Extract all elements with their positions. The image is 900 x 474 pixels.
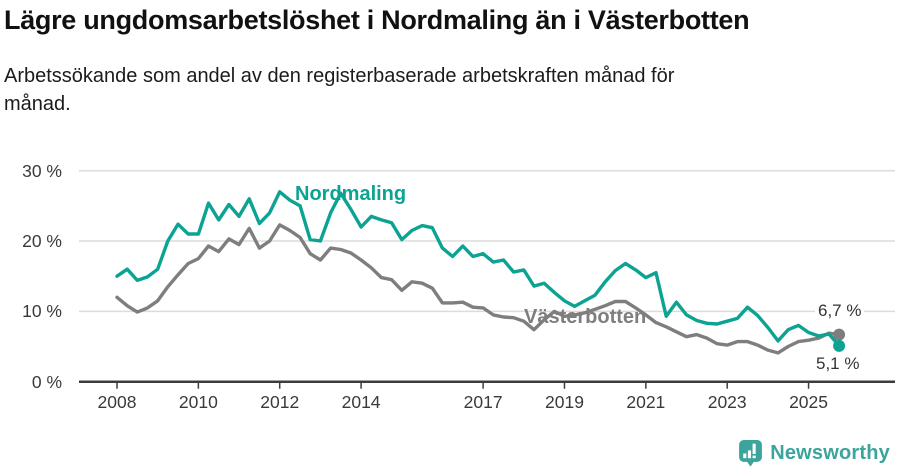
x-tick-label: 2019: [545, 392, 584, 412]
x-tick-label: 2025: [789, 392, 829, 412]
end-value-label-nordmaling: 5,1 %: [813, 354, 863, 374]
end-value-label-vasterbotten: 6,7 %: [815, 301, 865, 321]
y-tick-label: 10 %: [22, 301, 62, 322]
x-tick-label: 2014: [341, 392, 381, 412]
chart-subtitle: Arbetssökande som andel av den registerb…: [4, 65, 675, 116]
series-label-vasterbotten: Västerbotten: [524, 306, 647, 328]
x-tick-label: 2017: [463, 392, 503, 412]
bar-chart-speech-bubble-icon: [739, 440, 763, 467]
x-tick-label: 2008: [97, 392, 137, 412]
x-tick-label: 2021: [626, 392, 666, 412]
x-tick-label: 2023: [707, 392, 747, 412]
x-tick-label: 2010: [178, 392, 218, 412]
y-tick-label: 20 %: [22, 231, 62, 252]
y-tick-label: 30 %: [22, 160, 62, 181]
y-tick-label: 0 %: [31, 371, 62, 392]
brand-name: Newsworthy: [770, 441, 890, 464]
page-title: Lägre ungdomsarbetslöshet i Nordmaling ä…: [4, 5, 750, 35]
newsworthy-logo[interactable]: Newsworthy: [738, 439, 890, 467]
x-tick-label: 2012: [260, 392, 300, 412]
series-label-nordmaling: Nordmaling: [295, 183, 407, 205]
